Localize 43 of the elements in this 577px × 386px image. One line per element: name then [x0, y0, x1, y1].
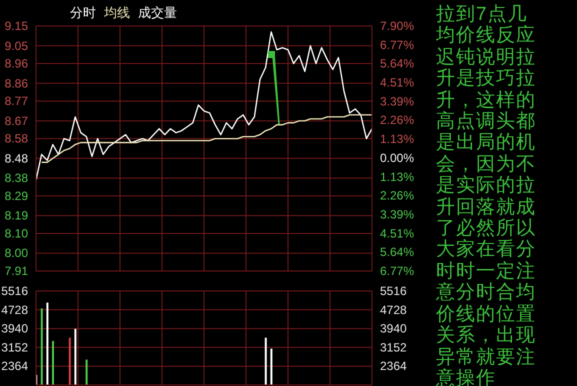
y2-tick-label: 1.13% — [380, 132, 414, 146]
y2-tick-label: 3152 — [380, 340, 408, 354]
y2-tick-label: 0.00% — [380, 150, 414, 165]
line-series — [40, 114, 372, 163]
y-tick-label: 8.77 — [4, 94, 28, 108]
y-tick-label: 8.10 — [4, 226, 28, 240]
y-tick-label: 4728 — [1, 302, 28, 317]
y2-tick-label: 5.64% — [380, 56, 414, 71]
y2-tick-label: 3940 — [380, 322, 408, 336]
y2-tick-label: 2364 — [380, 359, 408, 374]
y2-tick-label: 1.13% — [380, 170, 414, 184]
y2-tick-label: 6.77% — [380, 38, 414, 52]
y-tick-label: 7.91 — [4, 264, 28, 278]
text: 分时 — [70, 4, 96, 22]
y-tick-label: 3152 — [1, 340, 28, 354]
y2-tick-label: 4.51% — [380, 76, 414, 90]
line-series — [36, 31, 372, 181]
text: 均线 — [104, 4, 130, 22]
y-tick-label: 9.15 — [4, 19, 28, 33]
y-tick-label: 5516 — [1, 284, 28, 298]
y-tick-label: 8.96 — [4, 56, 28, 71]
y2-tick-label: 6.77% — [380, 264, 414, 278]
y-tick-label: 8.58 — [4, 132, 28, 146]
y2-tick-label: 3.39% — [380, 94, 414, 108]
y2-tick-label: 3.39% — [380, 208, 414, 222]
y-tick-label: 8.67 — [4, 114, 28, 128]
y2-tick-label: 5.64% — [380, 245, 414, 260]
y-tick-label: 2364 — [1, 359, 28, 374]
y-tick-label: 8.29 — [4, 188, 28, 203]
y2-tick-label: 7.90% — [380, 19, 414, 33]
y-tick-label: 9.05 — [4, 38, 28, 53]
y-tick-label: 3940 — [1, 322, 28, 336]
y2-tick-label: 2.26% — [380, 188, 414, 203]
y-tick-label: 8.38 — [4, 171, 28, 186]
y2-tick-label: 5516 — [380, 284, 408, 298]
y2-tick-label: 4.51% — [380, 226, 414, 240]
text: 成交量 — [138, 4, 177, 22]
y-tick-label: 8.48 — [4, 151, 28, 166]
y-tick-label: 8.00 — [4, 246, 28, 260]
y-tick-label: 8.19 — [4, 208, 28, 223]
y2-tick-label: 4728 — [380, 302, 408, 317]
y2-tick-label: 2.26% — [380, 113, 414, 128]
y-tick-label: 8.86 — [4, 76, 28, 90]
